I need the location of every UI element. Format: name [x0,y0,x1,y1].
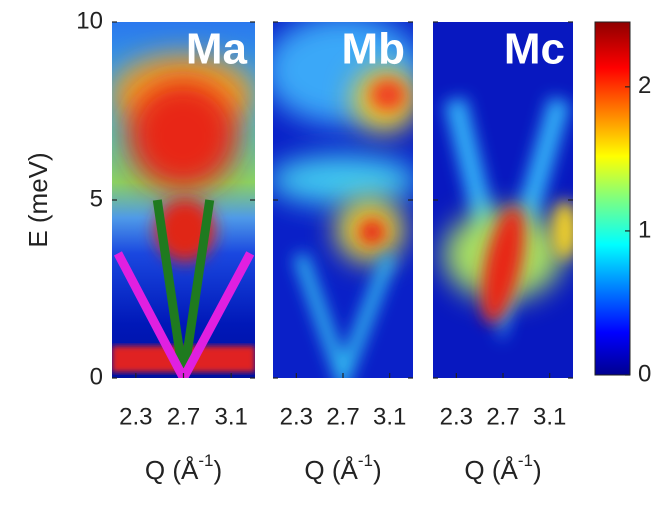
y-tick-label: 5 [90,185,103,212]
x-tick-label: 3.1 [533,403,566,430]
x-axis-label-exponent: -1 [518,451,533,470]
x-axis-label: Q (Å-1) [464,451,541,484]
x-axis-label-exponent: -1 [198,451,213,470]
panel-title: Mc [504,25,565,74]
x-axis-label-base: Q (Å [304,455,358,485]
y-tick-label: 10 [76,7,103,34]
x-tick-label: 2.3 [440,403,473,430]
colorbar-tick-label: 0 [638,360,651,387]
x-axis-label-close: ) [373,455,382,485]
x-tick-label: 3.1 [214,403,247,430]
panel-title: Ma [186,25,248,74]
x-tick-label: 2.3 [119,403,152,430]
x-axis-label: Q (Å-1) [145,451,222,484]
heatmap-mb [273,22,413,378]
x-tick-label: 3.1 [373,403,406,430]
panel-title: Mb [341,25,405,74]
x-tick-label: 2.7 [486,403,519,430]
heatmap-mc [433,22,573,378]
heatmap-ma [112,22,255,378]
x-axis-label-base: Q (Å [464,455,518,485]
x-tick-label: 2.3 [280,403,313,430]
y-tick-label: 0 [90,363,103,390]
x-axis-label-exponent: -1 [358,451,373,470]
x-axis-label-close: ) [213,455,222,485]
y-axis-label: E (meV) [23,152,53,247]
x-axis-label-close: ) [533,455,542,485]
colorbar-tick-label: 1 [638,216,651,243]
overlay-line [152,199,215,378]
x-tick-label: 2.7 [326,403,359,430]
x-axis-label-base: Q (Å [145,455,199,485]
colorbar [594,21,631,376]
overlay-line [113,251,255,378]
x-axis-label: Q (Å-1) [304,451,381,484]
x-tick-label: 2.7 [167,403,200,430]
colorbar-tick-label: 2 [638,72,651,99]
